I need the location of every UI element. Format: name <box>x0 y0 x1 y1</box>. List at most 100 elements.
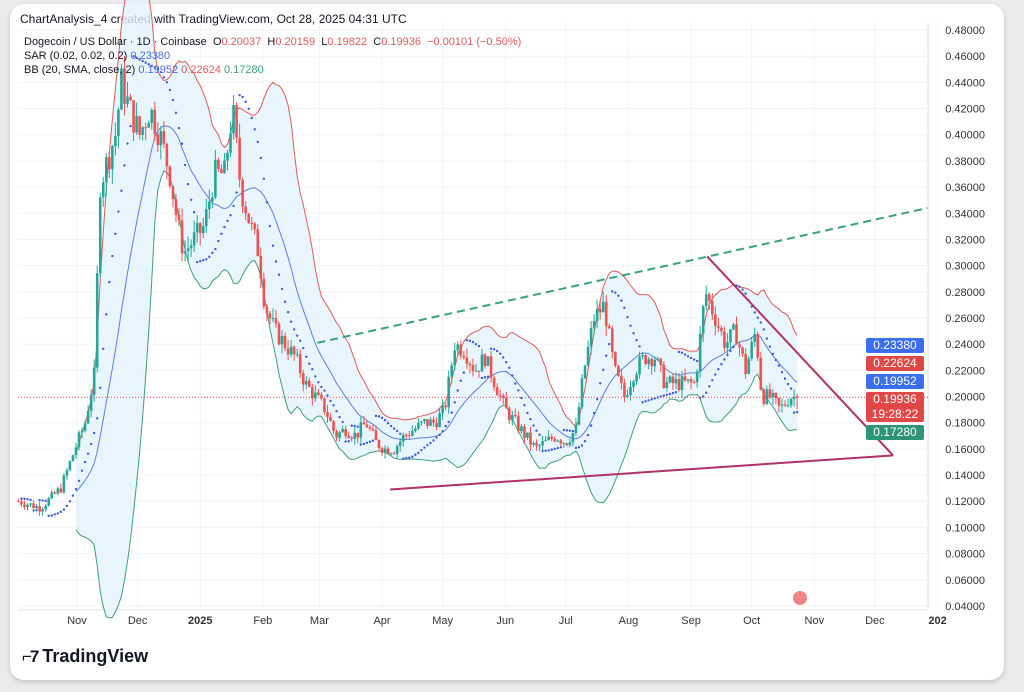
sar-dot <box>786 382 790 386</box>
candle-body <box>456 344 460 351</box>
sar-dot <box>77 479 81 482</box>
candle-body <box>177 214 181 221</box>
candle-body <box>611 328 614 353</box>
sar-dot <box>229 214 232 217</box>
x-tick-label: May <box>432 615 453 627</box>
y-tick-label: 0.40000 <box>945 130 985 142</box>
candle-body <box>295 354 299 356</box>
candle-body <box>204 209 208 227</box>
sar-dot <box>529 417 532 421</box>
sar-dot <box>374 414 378 418</box>
candle-body <box>577 407 581 425</box>
sar-dot <box>35 509 38 512</box>
sar-dot <box>602 368 605 372</box>
sar-dot <box>271 244 275 247</box>
l-label: L <box>321 36 328 48</box>
sar-dot <box>71 494 75 497</box>
candle-body <box>50 492 54 499</box>
candle-body <box>253 223 257 230</box>
candle-body <box>668 376 672 383</box>
candle-body <box>592 320 596 329</box>
candle-body <box>320 394 323 399</box>
sar-dot <box>129 124 132 128</box>
sar-dot <box>514 382 517 385</box>
sar-dot <box>311 368 314 371</box>
candle-body <box>489 356 493 378</box>
sar-dot <box>123 164 126 167</box>
x-tick-label: Nov <box>67 615 87 627</box>
candle-body <box>665 382 669 388</box>
candle-body <box>241 179 244 207</box>
candle-body <box>635 374 638 382</box>
candle-body <box>147 123 151 128</box>
candle-body <box>544 439 547 442</box>
sar-dot <box>686 355 690 358</box>
candle-body <box>101 182 105 198</box>
tradingview-logo[interactable]: ⌐7 TradingView <box>22 646 148 667</box>
sar-dot <box>280 287 284 291</box>
candle-body <box>753 334 757 342</box>
candle-body <box>141 127 144 135</box>
candle-body <box>89 394 93 411</box>
sar-dot <box>714 373 717 376</box>
candle-body <box>262 278 266 307</box>
candle-body <box>71 455 75 462</box>
sar-dot <box>420 448 423 452</box>
sar-dot <box>450 411 453 414</box>
candle-body <box>617 365 620 376</box>
sar-dot <box>405 457 408 460</box>
candle-body <box>189 245 193 249</box>
sar-dot <box>635 339 638 342</box>
candle-body <box>629 386 632 396</box>
candle-body <box>514 415 517 417</box>
candle-body <box>411 431 414 436</box>
candle-body <box>729 329 732 343</box>
sar-dot <box>759 321 762 324</box>
candle-body <box>35 506 38 509</box>
y-tick-label: 0.18000 <box>945 418 985 430</box>
sar-dot <box>156 67 159 71</box>
candle-body <box>268 313 272 319</box>
sar-dot <box>395 429 399 433</box>
sar-dot <box>732 345 735 349</box>
sar-dot <box>705 391 708 394</box>
candle-body <box>292 346 296 355</box>
sar-dot <box>726 353 729 357</box>
sar-value: 0.23380 <box>130 50 171 62</box>
sar-dot <box>126 142 129 145</box>
bb-upper-value: 0.22624 <box>181 64 221 76</box>
candle-body <box>132 100 135 133</box>
candle-body <box>732 324 735 330</box>
sar-dot <box>20 497 23 500</box>
candle-body <box>165 143 169 167</box>
candle-body <box>641 355 644 357</box>
candle-body <box>698 333 702 372</box>
candle-body <box>286 348 290 355</box>
candle-body <box>86 410 90 424</box>
sar-dot <box>589 424 593 427</box>
y-tick-label: 0.20000 <box>945 392 985 404</box>
sar-dot <box>632 332 635 335</box>
sar-dot <box>32 509 35 512</box>
candle-body <box>335 431 338 438</box>
candle-body <box>401 434 405 442</box>
candle-body <box>220 168 223 174</box>
sar-dot <box>480 376 484 380</box>
candle-body <box>447 376 450 408</box>
sar-dot <box>414 453 417 456</box>
sar-dot <box>305 355 308 359</box>
sar-dot <box>598 382 602 385</box>
sar-dot <box>223 225 226 229</box>
sar-dot <box>214 247 217 251</box>
candle-body <box>538 445 541 447</box>
candle-body <box>423 419 426 422</box>
candle-body <box>329 417 332 422</box>
candle-body <box>477 370 481 372</box>
x-tick-label: Dec <box>865 615 885 627</box>
sar-dot <box>738 285 741 288</box>
candle-body <box>353 432 357 439</box>
x-tick-label: Aug <box>619 615 639 627</box>
sar-dot <box>141 59 144 63</box>
sar-dot <box>680 351 684 354</box>
